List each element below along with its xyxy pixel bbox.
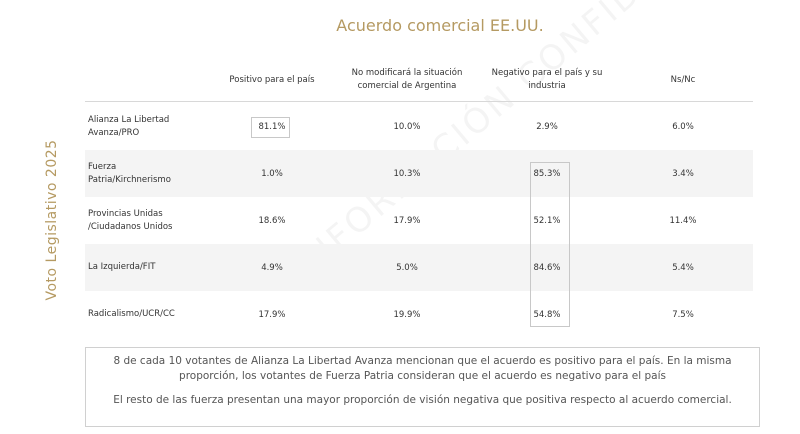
cell-value: 52.1% (533, 215, 561, 226)
column-header: No modificará la situación comercial de … (351, 68, 463, 91)
cell-value: 1.0% (261, 168, 283, 179)
highlight-box (530, 162, 570, 327)
row-band (85, 150, 753, 197)
cell-value: 17.9% (258, 309, 286, 320)
cell-value: 2.9% (536, 121, 558, 132)
cell-value: 6.0% (672, 121, 694, 132)
cell-value: 5.4% (672, 262, 694, 273)
row-label: Provincias Unidas /Ciudadanos Unidos (88, 208, 173, 232)
column-header: Positivo para el país (229, 74, 315, 85)
cell-value: 54.8% (533, 309, 561, 320)
cell-value: 7.5% (672, 309, 694, 320)
cell-value: 5.0% (396, 262, 418, 273)
note-box: 8 de cada 10 votantes de Alianza La Libe… (85, 347, 760, 427)
cell-value: 85.3% (533, 168, 561, 179)
cell-value: 17.9% (393, 215, 421, 226)
cell-value: 81.1% (258, 121, 286, 132)
row-label: La Izquierda/FIT (88, 262, 156, 272)
row-band (85, 244, 753, 291)
column-header: Ns/Nc (670, 74, 696, 85)
note-paragraph: 8 de cada 10 votantes de Alianza La Libe… (113, 355, 732, 382)
header-rule (85, 101, 753, 102)
cell-value: 19.9% (393, 309, 421, 320)
cell-value: 84.6% (533, 262, 561, 273)
highlight-box (251, 117, 290, 138)
row-label: Alianza La Libertad Avanza/PRO (88, 114, 170, 138)
cell-value: 11.4% (669, 215, 697, 226)
cell-value: 18.6% (258, 215, 286, 226)
title: Acuerdo comercial EE.UU. (336, 16, 544, 35)
column-header: Negativo para el país y su industria (491, 68, 603, 91)
cell-value: 10.0% (393, 121, 421, 132)
cell-value: 4.9% (261, 262, 283, 273)
note-paragraph: El resto de las fuerza presentan una may… (113, 394, 732, 406)
cell-value: 10.3% (393, 168, 421, 179)
cell-value: 3.4% (672, 168, 694, 179)
side-label: Voto Legislativo 2025 (44, 139, 60, 301)
row-label: Fuerza Patria/Kirchnerismo (88, 161, 171, 185)
row-label: Radicalismo/UCR/CC (88, 309, 175, 319)
